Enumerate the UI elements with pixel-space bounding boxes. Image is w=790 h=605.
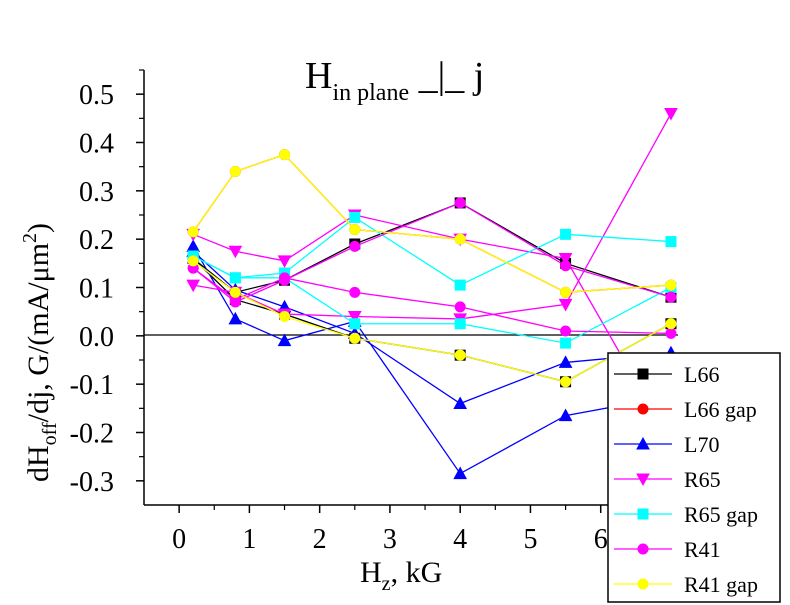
data-point: [349, 332, 361, 344]
data-point: [454, 279, 466, 291]
data-point: [279, 272, 291, 284]
x-tick-label: 0: [172, 524, 186, 555]
y-tick-label: 0.1: [79, 274, 114, 305]
y-axis-title: dHoff/dj, G/(mA/μm2): [19, 223, 61, 482]
data-point: [665, 327, 677, 339]
legend-box: [607, 352, 781, 603]
y-tick-label: -0.2: [70, 419, 114, 450]
data-point: [453, 396, 468, 409]
series-line: [192, 260, 672, 383]
data-point: [560, 286, 572, 298]
series-line: [192, 153, 672, 293]
legend-marker: [637, 578, 649, 590]
data-point: [228, 245, 243, 259]
data-point: [277, 255, 292, 268]
data-point: [558, 408, 573, 422]
data-point: [349, 224, 361, 235]
data-point: [665, 236, 677, 248]
legend-label: R41 gap: [684, 572, 758, 597]
series-line: [192, 216, 672, 286]
legend-items: L66 L66 gap L70 R65 R65 gap R41 R41 gap: [614, 362, 758, 597]
data-point: [229, 166, 241, 177]
series-r41-gap: [187, 149, 677, 388]
legend-marker: [637, 368, 649, 380]
x-tick-label: 2: [313, 524, 327, 555]
series-line: [192, 202, 672, 298]
data-point: [349, 286, 361, 298]
series-line: [192, 246, 672, 475]
data-point: [664, 108, 678, 121]
legend-label: R65: [684, 467, 721, 492]
legend-marker: [637, 508, 649, 520]
x-tick-label: 5: [523, 524, 537, 555]
series-layer: [186, 108, 678, 480]
data-point: [560, 337, 572, 349]
data-point: [349, 240, 361, 252]
data-point: [187, 226, 199, 238]
legend-label: L66: [684, 362, 719, 387]
data-point: [347, 311, 362, 324]
legend-marker: [636, 473, 650, 487]
chart-title: Hin plane _|_ j: [305, 55, 484, 106]
data-point: [558, 253, 573, 266]
x-tick-label: 4: [453, 524, 467, 555]
legend-marker: [636, 436, 650, 450]
x-tick-label: 3: [383, 524, 397, 555]
data-point: [454, 318, 466, 330]
data-point: [229, 272, 241, 284]
data-point: [277, 333, 292, 347]
data-point: [279, 149, 291, 161]
data-point: [349, 318, 361, 330]
data-point: [454, 233, 466, 245]
data-point: [560, 260, 572, 272]
legend-label: R65 gap: [684, 502, 758, 527]
y-tick-label: 0.4: [79, 129, 114, 160]
series-line: [192, 214, 672, 443]
data-point: [665, 318, 677, 330]
legend-label: L70: [684, 432, 719, 457]
x-tick-label: 6: [594, 524, 608, 555]
y-tick-label: 0.2: [79, 225, 114, 256]
series-line: [192, 153, 672, 293]
data-point: [186, 279, 201, 293]
y-tick-label: -0.1: [70, 370, 114, 401]
y-tick-label: -0.3: [70, 467, 114, 498]
data-point: [453, 466, 468, 480]
data-point: [228, 311, 243, 325]
data-point: [454, 197, 466, 209]
data-point: [558, 298, 573, 312]
legend-label: L66 gap: [684, 397, 757, 422]
data-point: [560, 376, 572, 388]
legend: L66 L66 gap L70 R65 R65 gap R41 R41 gap: [607, 352, 781, 603]
data-point: [187, 255, 199, 267]
ticks: 0 1 2 3 4 5 6 -0.3 -0.2 -0.1 0.0 0.1 0.2 0.3 0.4 0.5: [70, 69, 637, 555]
data-point: [454, 349, 466, 361]
data-point: [665, 279, 677, 291]
data-point: [560, 228, 572, 240]
axes: [143, 70, 678, 506]
data-point: [279, 311, 291, 322]
legend-label: R41: [684, 537, 721, 562]
x-tick-label: 1: [242, 524, 256, 555]
legend-marker: [637, 403, 649, 415]
series-r41: [187, 197, 677, 339]
y-tick-label: 0.0: [79, 322, 114, 353]
legend-marker: [637, 543, 649, 555]
data-point: [665, 291, 677, 303]
data-point: [454, 301, 466, 313]
data-point: [560, 325, 572, 337]
x-axis-title: Hz, kG: [360, 556, 442, 595]
y-tick-label: 0.3: [79, 177, 114, 208]
y-tick-label: 0.5: [79, 80, 114, 111]
data-point: [349, 211, 361, 223]
data-point: [558, 355, 573, 368]
data-point: [229, 286, 241, 298]
series-line: [193, 113, 672, 320]
